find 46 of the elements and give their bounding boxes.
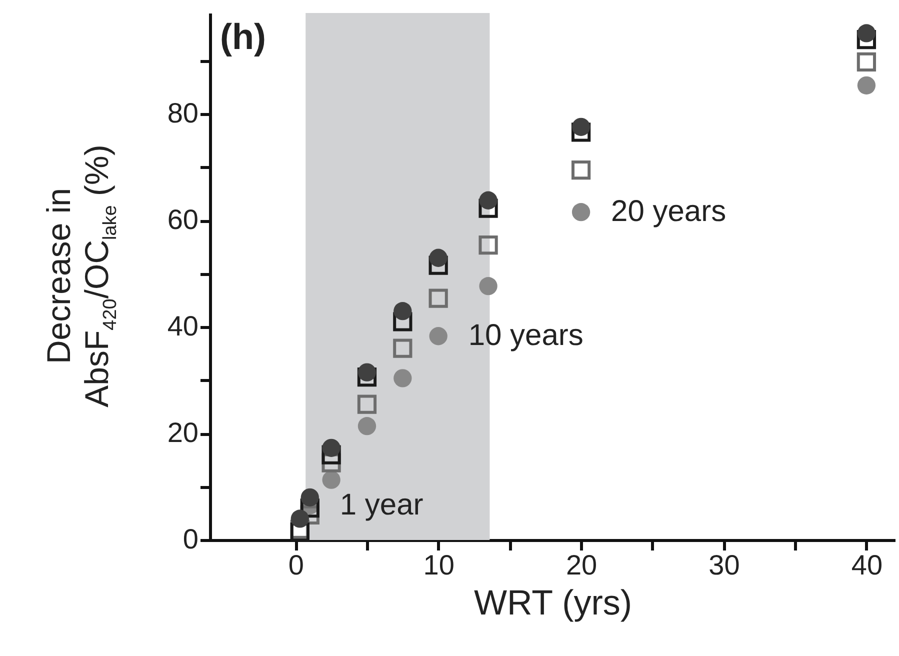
x-tick-label: 30 (708, 550, 740, 580)
point (428, 288, 448, 308)
point (300, 488, 319, 506)
point (857, 24, 876, 42)
point (322, 438, 340, 457)
point (429, 248, 448, 267)
point (571, 160, 591, 180)
point (300, 498, 320, 518)
point (290, 522, 310, 542)
y-tick-label: 80 (167, 98, 198, 129)
point (394, 302, 412, 320)
x-tick-label: 0 (288, 550, 304, 580)
point (479, 277, 498, 296)
x-tick-label: 10 (423, 550, 454, 580)
x-tick-label: 40 (851, 550, 883, 580)
annotation: 10 years (468, 319, 584, 352)
point (429, 327, 448, 346)
point (290, 510, 309, 528)
annotation: 1 year (340, 488, 424, 522)
x-tick-label: 20 (566, 550, 598, 580)
point (479, 191, 498, 210)
point (856, 52, 876, 72)
annotation: (h) (220, 16, 266, 57)
point (428, 256, 448, 275)
point (857, 76, 876, 94)
annotation: 20 years (611, 195, 726, 228)
point (571, 122, 591, 142)
point (322, 445, 341, 464)
point (394, 369, 412, 388)
point (478, 198, 498, 218)
point (357, 394, 377, 414)
point (393, 312, 412, 332)
point (478, 236, 498, 255)
point (322, 470, 340, 489)
point (572, 203, 590, 222)
point (357, 368, 377, 387)
y-tick-label: 0 (182, 524, 198, 554)
y-tick-label: 40 (167, 310, 198, 342)
point (856, 30, 876, 50)
point (358, 417, 376, 436)
point (393, 338, 412, 358)
point (358, 363, 376, 382)
y-tick-label: 20 (167, 417, 198, 448)
x-axis-title: WRT (yrs) (474, 584, 632, 622)
y-tick-label: 60 (167, 204, 198, 236)
point (572, 118, 590, 136)
